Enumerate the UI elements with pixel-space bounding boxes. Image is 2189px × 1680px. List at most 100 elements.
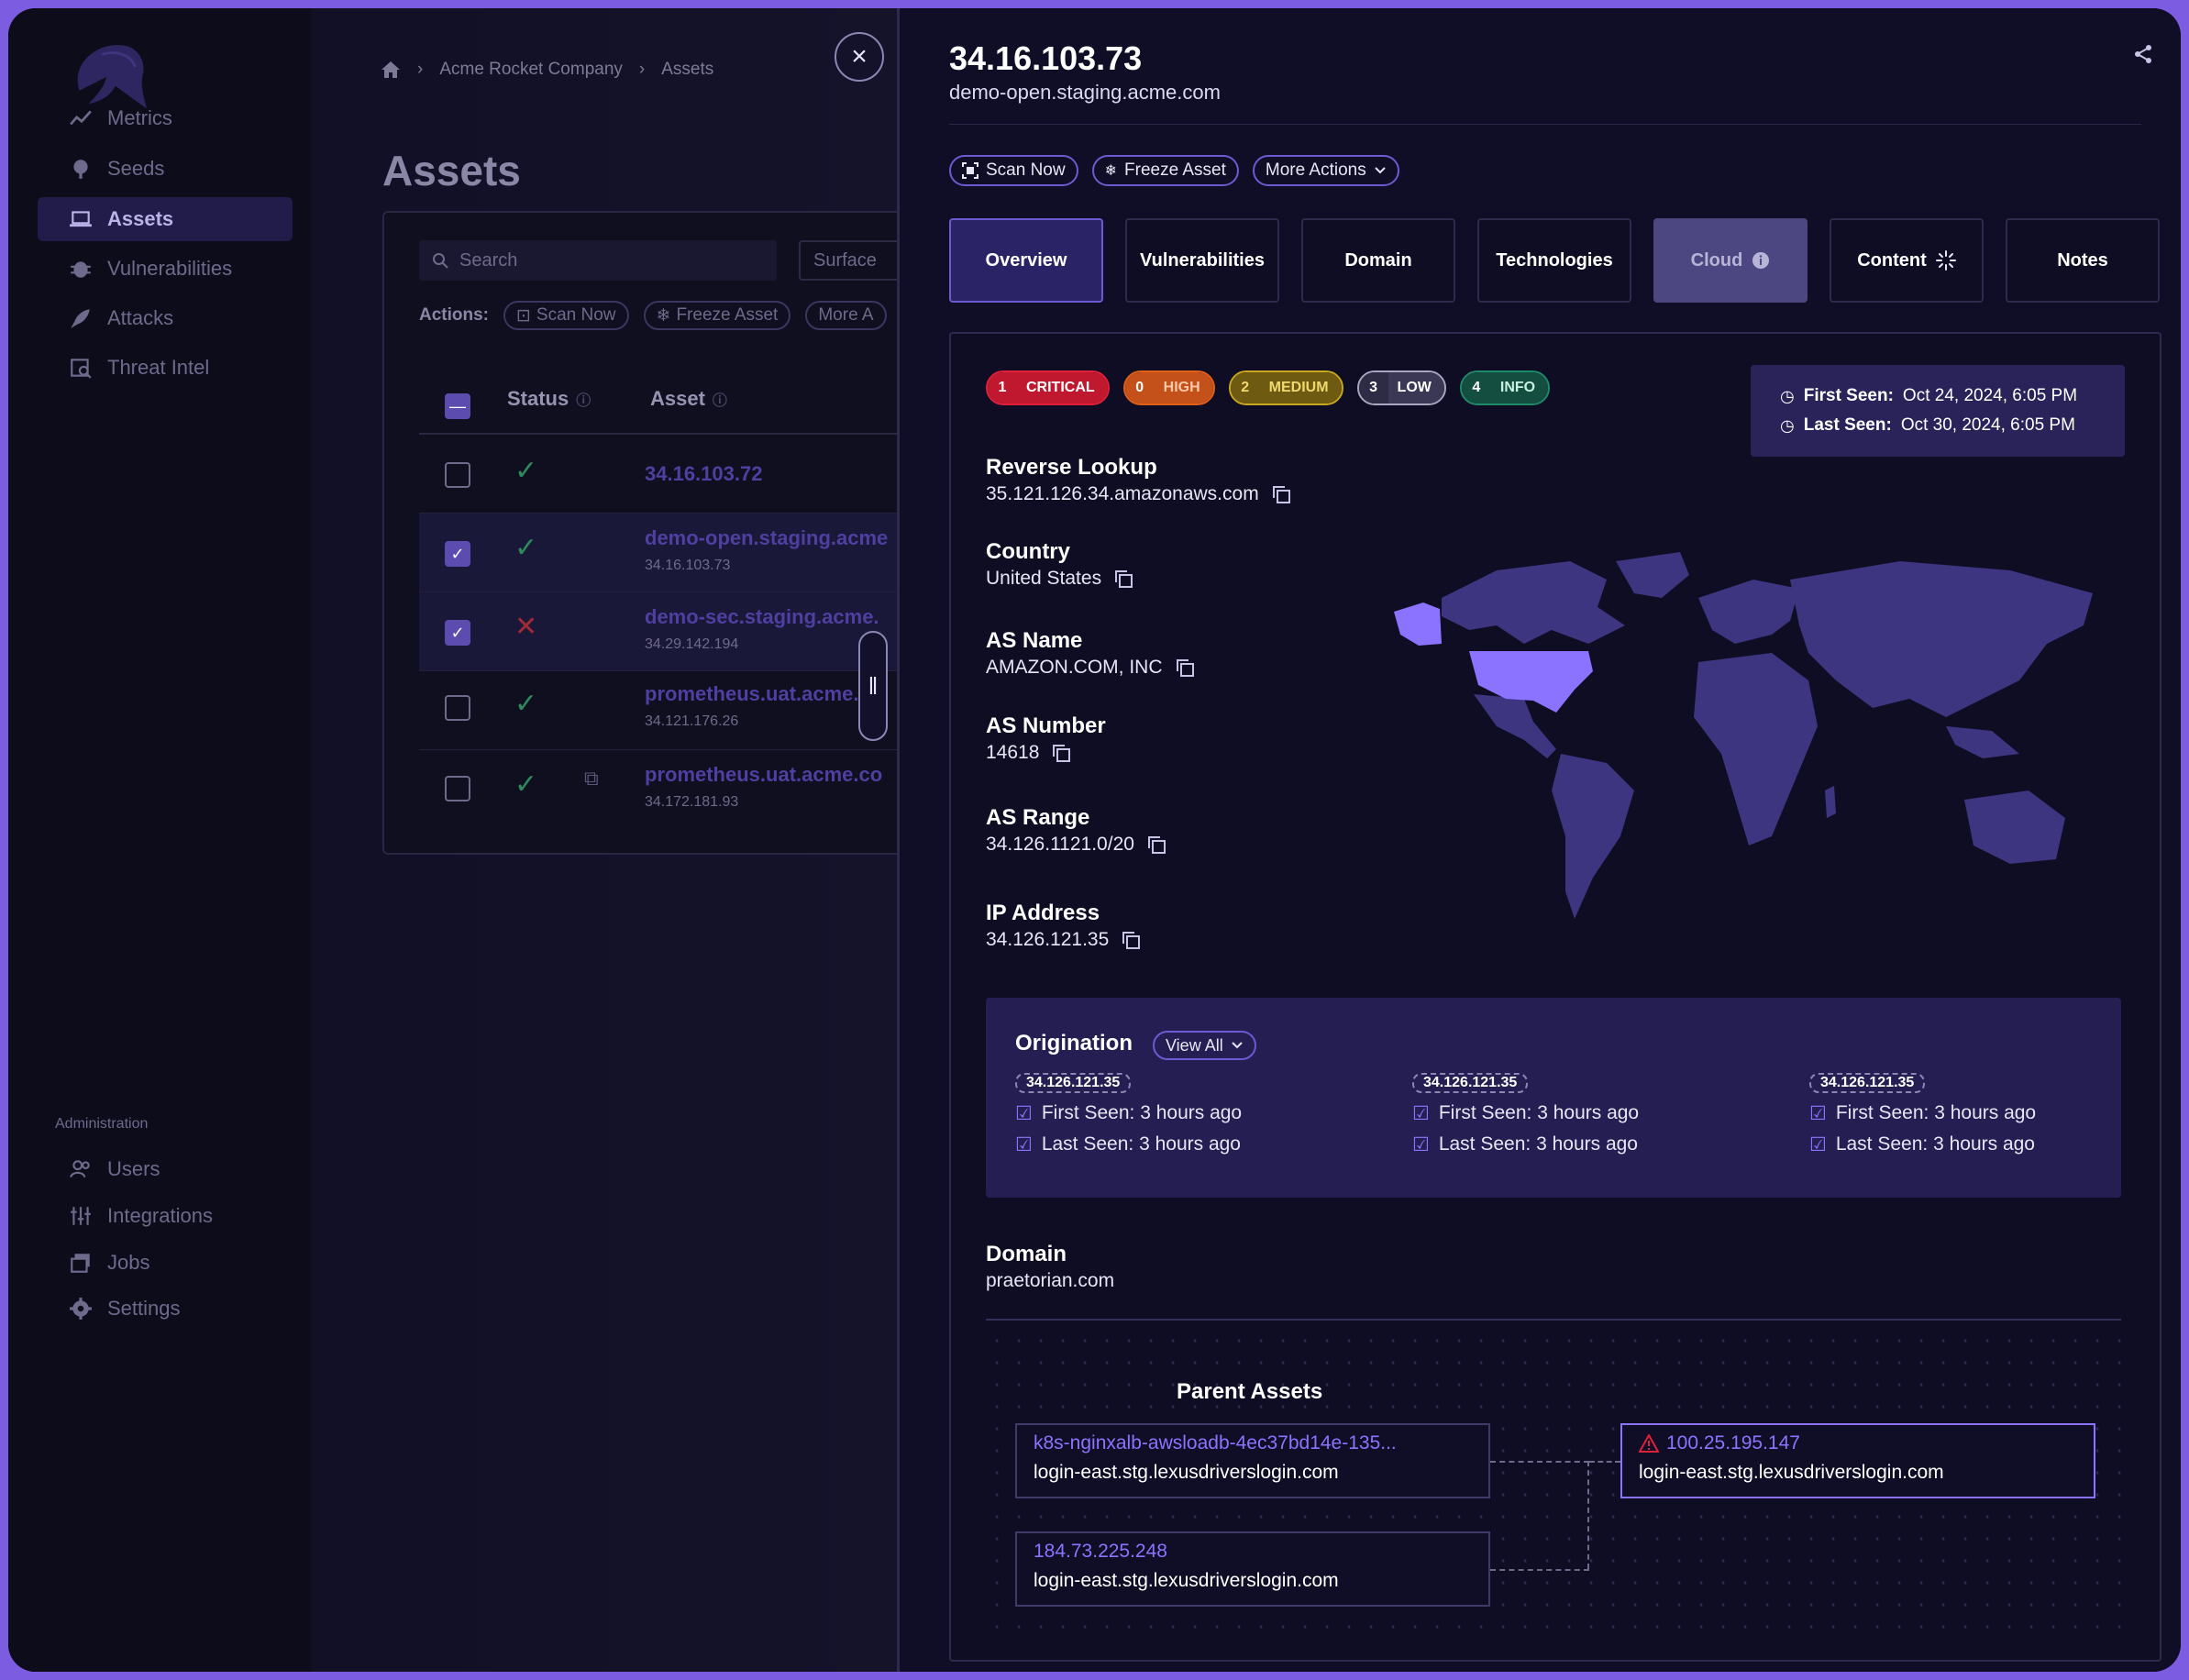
parent-asset-node[interactable]: k8s-nginxalb-awsloadb-4ec37bd14e-135... …	[1015, 1423, 1490, 1498]
sidebar-item-label: Jobs	[107, 1251, 150, 1274]
sidebar-item-users[interactable]: Users	[38, 1147, 293, 1191]
sidebar-item-threat-intel[interactable]: Threat Intel	[38, 346, 293, 390]
more-actions-dropdown[interactable]: More Actions	[1252, 155, 1399, 186]
asset-column-header[interactable]: Asset ⓘ	[650, 387, 727, 411]
copy-icon[interactable]	[1120, 929, 1142, 951]
severity-summary: 1 CRITICAL 0 HIGH 2 MEDIUM 3 LOW 4 INFO	[986, 370, 1551, 405]
row-checkbox[interactable]: ✓	[445, 620, 470, 646]
parent-assets-title: Parent Assets	[1177, 1379, 1323, 1404]
origination-ip-tag[interactable]: 34.126.121.35	[1412, 1073, 1529, 1093]
search-icon	[433, 253, 448, 269]
snowflake-icon: ❄	[1104, 163, 1118, 179]
sidebar-item-metrics[interactable]: Metrics	[38, 96, 293, 140]
severity-low-badge[interactable]: 3 LOW	[1356, 370, 1446, 405]
severity-medium-badge[interactable]: 2 MEDIUM	[1228, 370, 1343, 405]
sidebar-item-seeds[interactable]: Seeds	[38, 147, 293, 191]
origination-first-seen: ☑ First Seen: 3 hours ago	[1015, 1102, 1364, 1124]
table-row[interactable]: ✓ prometheus.uat.acme.co 34.121.176.26	[419, 671, 942, 750]
table-row[interactable]: ✓ ✓ demo-open.staging.acme 34.16.103.73	[419, 514, 942, 592]
freeze-asset-button[interactable]: ❄ Freeze Asset	[1091, 155, 1239, 186]
logo-icon[interactable]	[61, 36, 151, 118]
more-actions-label: More Actions	[1265, 160, 1366, 180]
current-asset-node[interactable]: 100.25.195.147 login-east.stg.lexusdrive…	[1620, 1423, 2095, 1498]
sidebar-item-jobs[interactable]: Jobs	[38, 1241, 293, 1285]
share-icon[interactable]	[2132, 43, 2154, 65]
scan-icon: ⊡	[516, 305, 531, 326]
tab-technologies[interactable]: Technologies	[1477, 218, 1631, 303]
scan-now-button[interactable]: Scan Now	[949, 155, 1078, 186]
tab-content[interactable]: Content	[1830, 218, 1984, 303]
bulk-scan-now-button[interactable]: ⊡ Scan Now	[503, 301, 629, 330]
scan-now-label: Scan Now	[986, 160, 1066, 180]
search-placeholder: Search	[459, 249, 518, 271]
breadcrumb-company[interactable]: Acme Rocket Company	[439, 60, 623, 79]
sidebar-item-vulnerabilities[interactable]: Vulnerabilities	[38, 247, 293, 291]
tab-label: Notes	[2057, 249, 2108, 271]
severity-label: INFO	[1490, 372, 1549, 403]
severity-high-badge[interactable]: 0 HIGH	[1122, 370, 1215, 405]
tab-vulnerabilities[interactable]: Vulnerabilities	[1125, 218, 1279, 303]
sidebar-item-settings[interactable]: Settings	[38, 1287, 293, 1331]
search-input[interactable]: Search	[419, 240, 777, 281]
scan-icon	[962, 162, 978, 179]
origination-last-seen-text: Last Seen: 3 hours ago	[1041, 1133, 1241, 1155]
sidebar-item-integrations[interactable]: Integrations	[38, 1194, 293, 1238]
parent-asset-name[interactable]: 184.73.225.248	[1034, 1541, 1167, 1562]
close-panel-button[interactable]: ×	[835, 32, 884, 82]
sidebar: Metrics Seeds Assets Vulnerabilities Att…	[8, 8, 311, 1672]
table-row[interactable]: ✓ 34.16.103.72	[419, 435, 942, 514]
current-asset-name[interactable]: 100.25.195.147	[1639, 1432, 2070, 1454]
view-all-dropdown[interactable]: View All	[1153, 1031, 1256, 1060]
resize-drag-handle[interactable]: ‖	[858, 631, 888, 741]
calendar-check-icon: ☑	[1809, 1102, 1827, 1124]
tab-label: Overview	[985, 249, 1067, 271]
row-checkbox[interactable]	[445, 776, 470, 801]
table-row[interactable]: ✓ ⧉ prometheus.uat.acme.co 34.172.181.93	[419, 750, 942, 829]
home-icon[interactable]	[381, 61, 401, 79]
info-icon[interactable]	[1752, 251, 1770, 270]
asset-ip: 34.29.142.194	[645, 636, 739, 652]
origination-ip-tag[interactable]: 34.126.121.35	[1809, 1073, 1926, 1093]
asset-name[interactable]: prometheus.uat.acme.co	[645, 682, 883, 705]
tab-domain[interactable]: Domain	[1301, 218, 1455, 303]
tab-overview[interactable]: Overview	[949, 218, 1103, 303]
sidebar-item-assets[interactable]: Assets	[38, 197, 293, 241]
copy-icon[interactable]	[1112, 568, 1134, 590]
breadcrumb-page[interactable]: Assets	[661, 60, 714, 79]
severity-critical-badge[interactable]: 1 CRITICAL	[986, 370, 1110, 405]
overview-content: 1 CRITICAL 0 HIGH 2 MEDIUM 3 LOW 4 INFO ◷ Fir…	[949, 332, 2161, 1662]
parent-asset-host: login-east.stg.lexusdriverslogin.com	[1034, 1570, 1339, 1591]
origination-last-seen: ☑ Last Seen: 3 hours ago	[1412, 1133, 1761, 1155]
tab-notes[interactable]: Notes	[2006, 218, 2160, 303]
copy-icon[interactable]	[1145, 834, 1167, 856]
parent-asset-name[interactable]: k8s-nginxalb-awsloadb-4ec37bd14e-135...	[1034, 1432, 1397, 1453]
asset-header-label: Asset	[650, 387, 705, 410]
row-checkbox[interactable]	[445, 695, 470, 721]
asset-name[interactable]: prometheus.uat.acme.co	[645, 763, 883, 786]
status-column-header[interactable]: Status ⓘ	[507, 387, 591, 411]
origination-first-seen-text: First Seen: 3 hours ago	[1041, 1102, 1243, 1123]
copy-icon[interactable]	[1270, 483, 1292, 505]
asset-name[interactable]: 34.16.103.72	[645, 462, 763, 485]
bulk-more-actions-button[interactable]: More A	[805, 301, 887, 330]
copy-icon[interactable]: ⧉	[584, 767, 599, 790]
sidebar-item-attacks[interactable]: Attacks	[38, 296, 293, 340]
parent-asset-node[interactable]: 184.73.225.248 login-east.stg.lexusdrive…	[1015, 1531, 1490, 1607]
sidebar-item-label: Assets	[107, 207, 174, 230]
sidebar-item-label: Seeds	[107, 157, 165, 180]
tab-cloud[interactable]: Cloud	[1653, 218, 1808, 303]
copy-icon[interactable]	[1174, 657, 1196, 679]
row-checkbox[interactable]	[445, 462, 470, 488]
bulk-freeze-asset-button[interactable]: ❄ Freeze Asset	[643, 301, 791, 330]
asset-name[interactable]: demo-open.staging.acme	[645, 526, 889, 549]
copy-icon[interactable]	[1050, 742, 1072, 764]
severity-info-badge[interactable]: 4 INFO	[1459, 370, 1551, 405]
row-checkbox[interactable]: ✓	[445, 541, 470, 567]
origination-last-seen: ☑ Last Seen: 3 hours ago	[1809, 1133, 2158, 1155]
select-all-checkbox[interactable]: —	[445, 393, 470, 419]
chevron-right-icon: ›	[638, 60, 646, 79]
table-row[interactable]: ✓ ✕ demo-sec.staging.acme. 34.29.142.194	[419, 592, 942, 671]
asset-name[interactable]: demo-sec.staging.acme.	[645, 605, 879, 628]
origination-ip-tag[interactable]: 34.126.121.35	[1015, 1073, 1132, 1093]
domain-label: Domain	[986, 1242, 1067, 1266]
